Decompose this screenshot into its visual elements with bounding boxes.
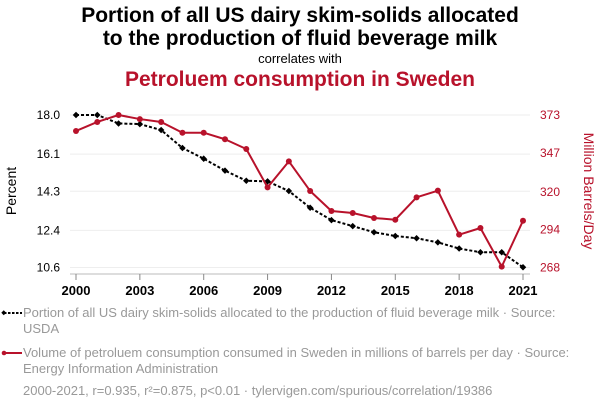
series1-point	[221, 167, 229, 174]
series1-point	[434, 239, 442, 246]
legend-swatch-solid-circle-icon	[1, 350, 22, 356]
x-tick-label: 2012	[317, 283, 346, 298]
series2-point	[456, 231, 463, 238]
series2-point	[115, 112, 122, 118]
x-tick-label: 2009	[253, 283, 282, 298]
series2-point	[264, 184, 271, 191]
series2-point	[413, 194, 420, 201]
x-tick-label: 2003	[125, 283, 154, 298]
y-right-tick-label: 320	[540, 185, 560, 199]
series1-point	[285, 187, 293, 195]
chart-title-line-2: to the production of fluid beverage milk	[102, 27, 498, 50]
gridlines	[70, 114, 530, 268]
correlates-with-label: correlates with	[258, 51, 342, 66]
series2-point	[179, 129, 186, 136]
series1-point	[370, 229, 378, 236]
series1-point	[455, 245, 463, 252]
series2-point	[200, 129, 207, 136]
series1-point	[157, 126, 165, 134]
series2-point	[243, 145, 250, 152]
series1-point	[498, 248, 505, 256]
series1-point	[392, 232, 399, 240]
series2-point	[307, 187, 314, 194]
series2-point	[434, 187, 441, 194]
series1-point	[306, 204, 314, 211]
series1-line	[76, 114, 524, 269]
axes: 18.0 16.1 14.3 12.4 10.6 373 347 320 294 268 2000 2…	[37, 108, 561, 298]
y-left-tick-label: 14.3	[37, 184, 61, 198]
series1-point	[519, 264, 527, 271]
series1-point	[136, 120, 144, 128]
series2-line	[75, 114, 524, 268]
legend-label-series1: Portion of all US dairy skim-solids allo…	[23, 305, 556, 336]
y-left-tick-label: 12.4	[37, 223, 61, 237]
series1-point	[243, 177, 250, 184]
series2-point	[392, 216, 399, 223]
chart-title-line-1: Portion of all US dairy skim-solids allo…	[81, 4, 519, 27]
y-left-tick-label: 10.6	[37, 261, 61, 275]
legend-swatch-dashed-diamond-icon	[1, 310, 22, 316]
series1-point	[413, 234, 420, 242]
y-right-tick-label: 373	[540, 108, 560, 122]
x-tick-label: 2000	[62, 283, 91, 298]
series1-point	[328, 216, 335, 224]
y-left-tick-label: 16.1	[37, 147, 61, 161]
series1-point	[72, 111, 80, 119]
series2-point	[94, 118, 101, 125]
series2-point	[477, 224, 484, 231]
series2-point	[520, 217, 526, 224]
legend-label-series2: Volume of petroluem consumption consumed…	[23, 345, 570, 376]
series2-point	[349, 210, 356, 217]
y-right-tick-label: 294	[540, 223, 560, 237]
series1-point	[115, 120, 122, 127]
series2-point	[328, 208, 335, 215]
series1-point	[477, 248, 484, 256]
series1-point	[349, 222, 356, 230]
correlation-footer: 2000-2021, r=0.935, r²=0.875, p<0.01 · t…	[23, 383, 493, 398]
chart-subtitle: Petroluem consumption in Sweden	[124, 68, 476, 91]
series2-point	[498, 263, 505, 270]
series1-point	[200, 155, 207, 162]
series-layer	[72, 111, 527, 271]
series2-point	[73, 127, 79, 134]
series1-point	[94, 111, 101, 119]
chart-plot: 18.0 16.1 14.3 12.4 10.6 373 347 320 294 268 2000 2…	[3, 108, 597, 298]
y-right-tick-label: 268	[540, 261, 560, 275]
y-axis-right-label: Million Barrels/Day	[581, 133, 597, 250]
series2-point	[158, 118, 165, 125]
series2-point	[285, 158, 292, 165]
series2-point	[371, 214, 377, 221]
y-axis-left-label: Percent	[3, 167, 19, 215]
y-left-tick-label: 18.0	[37, 108, 61, 122]
series2-point	[136, 116, 143, 123]
series2-point	[222, 136, 228, 143]
x-tick-label: 2006	[189, 283, 218, 298]
y-right-tick-label: 347	[540, 146, 560, 160]
x-tick-label: 2021	[509, 283, 538, 298]
series1-point	[179, 144, 186, 152]
x-tick-label: 2018	[445, 283, 474, 298]
x-tick-label: 2015	[381, 283, 410, 298]
